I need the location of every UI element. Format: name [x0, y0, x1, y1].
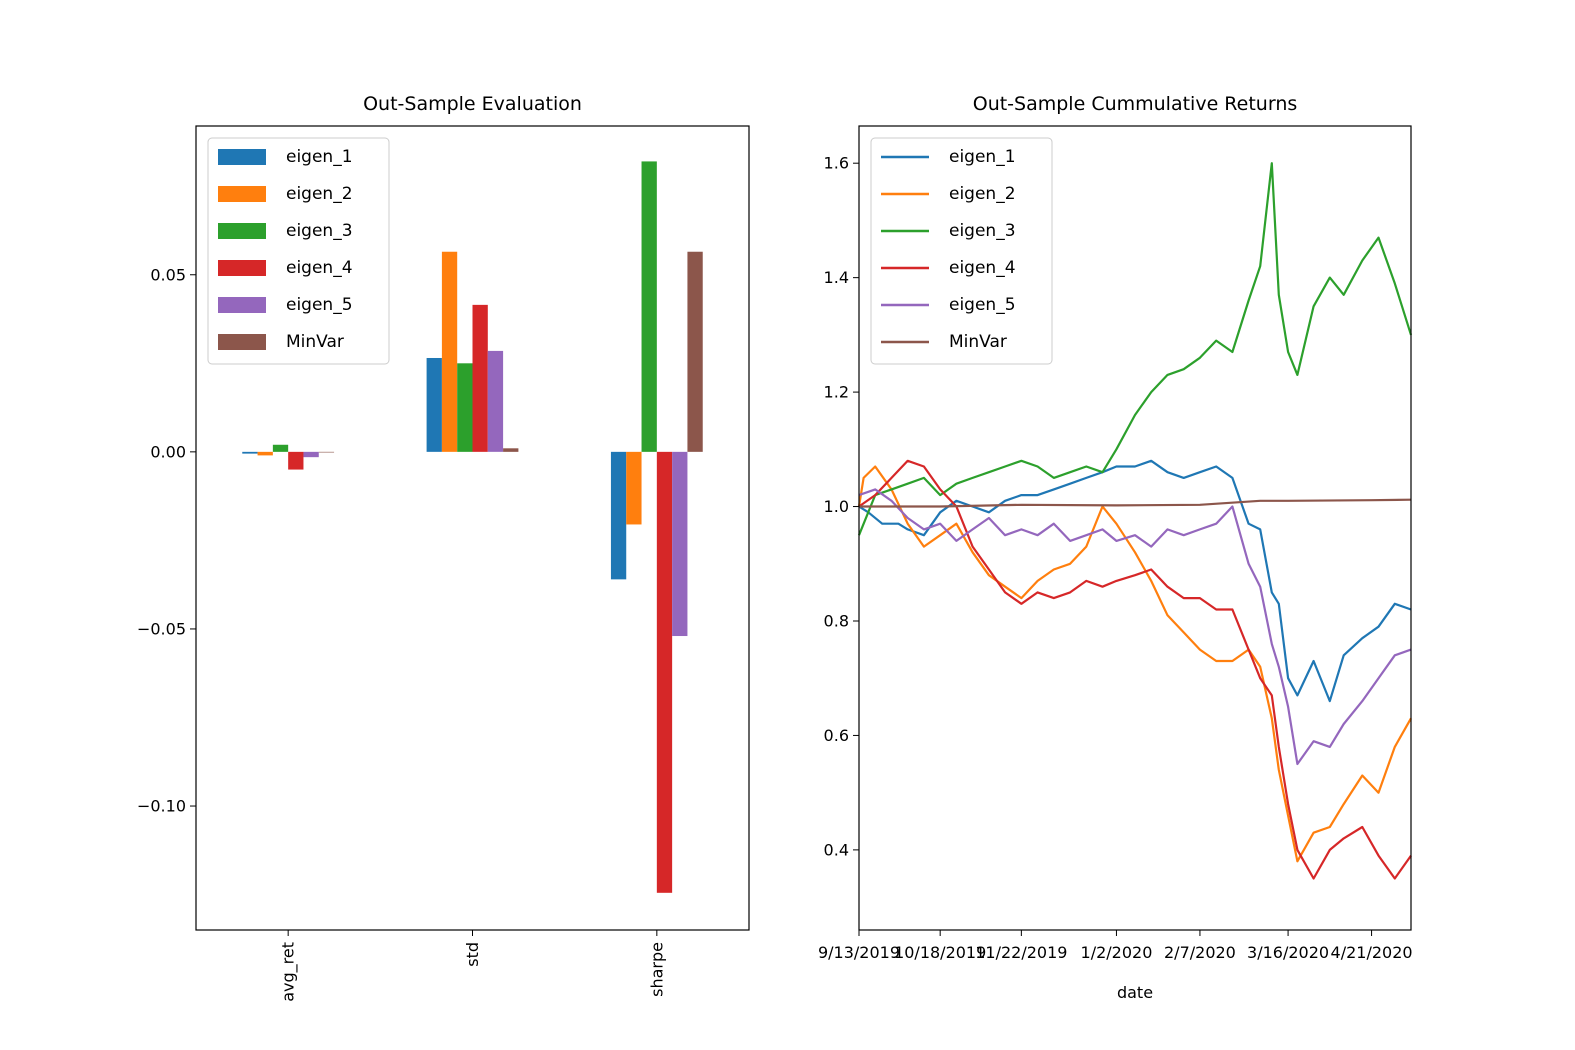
bar-sharpe-minvar — [687, 251, 703, 452]
x-tick-label: 2/7/2020 — [1164, 943, 1236, 962]
x-tick-label: 9/13/2019 — [818, 943, 900, 962]
legend-label-eigen-1: eigen_1 — [286, 147, 353, 167]
line-plot-area — [857, 162, 1413, 880]
y-tick-label: 1.4 — [824, 268, 849, 287]
legend-label-minvar: MinVar — [949, 332, 1007, 352]
series-line-eigen-4 — [858, 459, 1412, 880]
series-line-eigen-1 — [858, 459, 1412, 703]
legend-label-eigen-5: eigen_5 — [286, 295, 353, 315]
plot-frame — [858, 125, 1412, 931]
legend-label-eigen-4: eigen_4 — [949, 258, 1016, 278]
bar-std-eigen-3 — [457, 363, 473, 452]
bar-sharpe-eigen-3 — [641, 161, 657, 452]
legend-swatch-eigen-2 — [218, 186, 266, 202]
bar-sharpe-eigen-1 — [610, 451, 627, 580]
legend-label-eigen-5: eigen_5 — [949, 295, 1016, 315]
legend-swatch-eigen-5 — [218, 297, 266, 313]
bar-std-eigen-2 — [441, 251, 458, 452]
legend-label-eigen-2: eigen_2 — [286, 184, 353, 204]
y-tick-label: 1.0 — [824, 497, 849, 516]
line-chart-panel: Out-Sample Cummulative Returns 9/13/2019… — [818, 93, 1413, 1002]
x-tick-label-std: std — [463, 942, 482, 967]
bar-avg-ret-eigen-3 — [272, 444, 289, 452]
line-x-axis-label: date — [1117, 983, 1153, 1002]
bar-sharpe-eigen-5 — [672, 451, 688, 637]
bar-plot-area — [242, 161, 703, 893]
x-tick-label-sharpe: sharpe — [647, 942, 666, 997]
bar-sharpe-eigen-4 — [656, 451, 673, 893]
legend-label-eigen-4: eigen_4 — [286, 258, 353, 278]
legend-label-eigen-3: eigen_3 — [286, 221, 353, 241]
legend-swatch-eigen-1 — [218, 149, 266, 165]
x-tick-label: 4/21/2020 — [1331, 943, 1413, 962]
y-tick-label: 0.4 — [824, 840, 849, 859]
bar-avg-ret-eigen-2 — [257, 451, 273, 456]
legend-swatch-eigen-4 — [218, 260, 266, 276]
y-tick-label: 0.05 — [150, 265, 186, 284]
line-chart-title: Out-Sample Cummulative Returns — [973, 93, 1298, 115]
series-line-eigen-2 — [857, 465, 1412, 863]
series-line-eigen-5 — [858, 488, 1412, 766]
bar-std-minvar — [503, 448, 519, 452]
bar-axes: avg_ret std sharpe 0.05 0.00 −0.05 −0.10 — [137, 125, 750, 1002]
legend-box — [207, 137, 390, 365]
bar-std-eigen-5 — [487, 350, 504, 452]
legend-label-eigen-1: eigen_1 — [949, 147, 1016, 167]
bar-std-eigen-1 — [426, 357, 442, 452]
bar-chart-panel: Out-Sample Evaluation avg_ret std sharpe 0.… — [137, 93, 750, 1002]
y-tick-label: 1.6 — [824, 154, 849, 173]
bar-std-eigen-4 — [472, 304, 488, 452]
line-legend: eigen_1 eigen_2 eigen_3 eigen_4 eigen_5 MinVa… — [870, 137, 1053, 365]
legend-label-eigen-3: eigen_3 — [949, 221, 1016, 241]
legend-label-minvar: MinVar — [286, 332, 344, 352]
bar-avg-ret-eigen-4 — [288, 451, 304, 470]
bar-chart-title: Out-Sample Evaluation — [363, 93, 582, 115]
bar-avg-ret-minvar — [318, 451, 335, 453]
series-line-eigen-3 — [857, 162, 1413, 536]
plot-frame — [195, 125, 750, 931]
x-tick-label: 1/2/2020 — [1081, 943, 1153, 962]
y-tick-label: 0.00 — [150, 442, 186, 461]
y-tick-label: −0.10 — [137, 797, 186, 816]
x-tick-label: 11/22/2019 — [975, 943, 1067, 962]
bar-avg-ret-eigen-5 — [303, 451, 319, 458]
x-tick-label: 3/16/2020 — [1247, 943, 1329, 962]
y-tick-label: 0.8 — [824, 611, 849, 630]
y-tick-label: 1.2 — [824, 383, 849, 402]
legend-label-eigen-2: eigen_2 — [949, 184, 1016, 204]
bar-legend: eigen_1 eigen_2 eigen_3 eigen_4 eigen_5 MinVa… — [207, 137, 390, 365]
x-tick-label: 10/18/2019 — [894, 943, 986, 962]
x-tick-label-avg-ret: avg_ret — [279, 942, 299, 1002]
series-line-minvar — [859, 498, 1412, 508]
legend-swatch-minvar — [218, 334, 266, 350]
y-tick-label: 0.6 — [824, 726, 849, 745]
legend-swatch-eigen-3 — [218, 223, 266, 239]
bar-avg-ret-eigen-1 — [242, 451, 258, 454]
legend-box — [870, 137, 1053, 365]
y-tick-label: −0.05 — [137, 619, 186, 638]
bar-sharpe-eigen-2 — [626, 451, 642, 525]
